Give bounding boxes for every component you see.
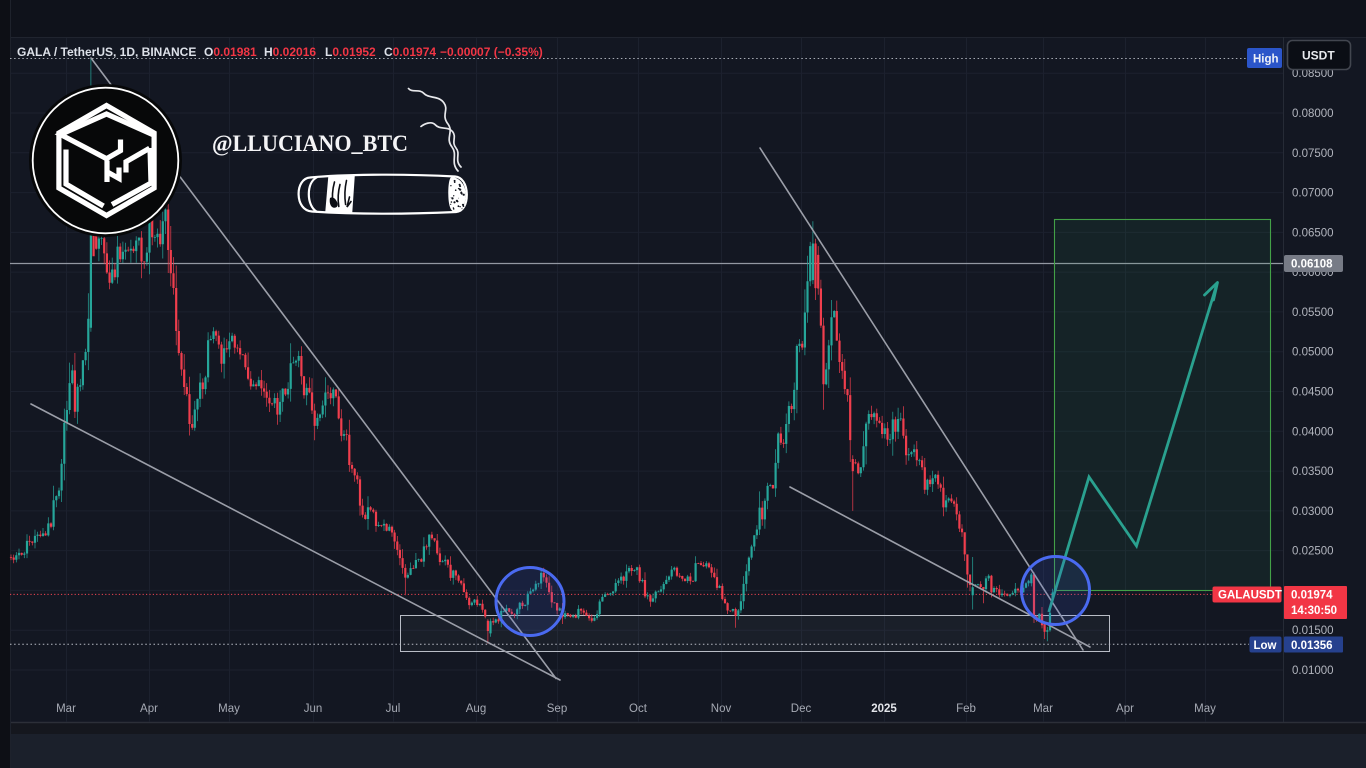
svg-text:0.06500: 0.06500 — [1292, 227, 1334, 239]
svg-text:Jun: Jun — [304, 703, 323, 715]
svg-text:0.01356: 0.01356 — [1291, 640, 1333, 652]
svg-text:0.07000: 0.07000 — [1292, 188, 1334, 200]
svg-text:Mar: Mar — [56, 703, 76, 715]
svg-text:GALA / TetherUS, 1D, BINANCE: GALA / TetherUS, 1D, BINANCE — [17, 45, 196, 59]
svg-text:0.07500: 0.07500 — [1292, 148, 1334, 160]
svg-text:GALAUSDT: GALAUSDT — [1218, 590, 1282, 602]
svg-text:0.01974: 0.01974 — [1291, 590, 1333, 602]
svg-text:High: High — [1253, 54, 1279, 66]
svg-text:Sep: Sep — [547, 703, 567, 715]
svg-text:Aug: Aug — [466, 703, 486, 715]
svg-text:0.04500: 0.04500 — [1292, 387, 1334, 399]
svg-text:@LLUCIANO_BTC: @LLUCIANO_BTC — [212, 131, 408, 157]
svg-text:14:30:50: 14:30:50 — [1291, 605, 1337, 617]
svg-text:Oct: Oct — [629, 703, 648, 715]
svg-text:Low: Low — [1254, 640, 1277, 652]
svg-text:0.02500: 0.02500 — [1292, 546, 1334, 558]
svg-text:0.06108: 0.06108 — [1291, 259, 1333, 271]
svg-text:2025: 2025 — [871, 703, 897, 715]
svg-text:USDT: USDT — [1302, 49, 1335, 63]
svg-text:0.03000: 0.03000 — [1292, 506, 1334, 518]
svg-text:May: May — [218, 703, 240, 715]
svg-text:Nov: Nov — [711, 703, 732, 715]
svg-text:Apr: Apr — [1116, 703, 1134, 715]
svg-text:Feb: Feb — [956, 703, 976, 715]
svg-text:0.05500: 0.05500 — [1292, 307, 1334, 319]
svg-text:0.08500: 0.08500 — [1292, 68, 1334, 80]
svg-text:0.01500: 0.01500 — [1292, 625, 1334, 637]
svg-text:Dec: Dec — [791, 703, 812, 715]
svg-text:Apr: Apr — [140, 703, 158, 715]
svg-text:0.03500: 0.03500 — [1292, 466, 1334, 478]
svg-text:Jul: Jul — [386, 703, 401, 715]
svg-text:0.08000: 0.08000 — [1292, 108, 1334, 120]
svg-text:May: May — [1194, 703, 1216, 715]
svg-text:Mar: Mar — [1033, 703, 1053, 715]
svg-text:0.05000: 0.05000 — [1292, 347, 1334, 359]
svg-text:0.01000: 0.01000 — [1292, 665, 1334, 677]
svg-text:0.04000: 0.04000 — [1292, 426, 1334, 438]
